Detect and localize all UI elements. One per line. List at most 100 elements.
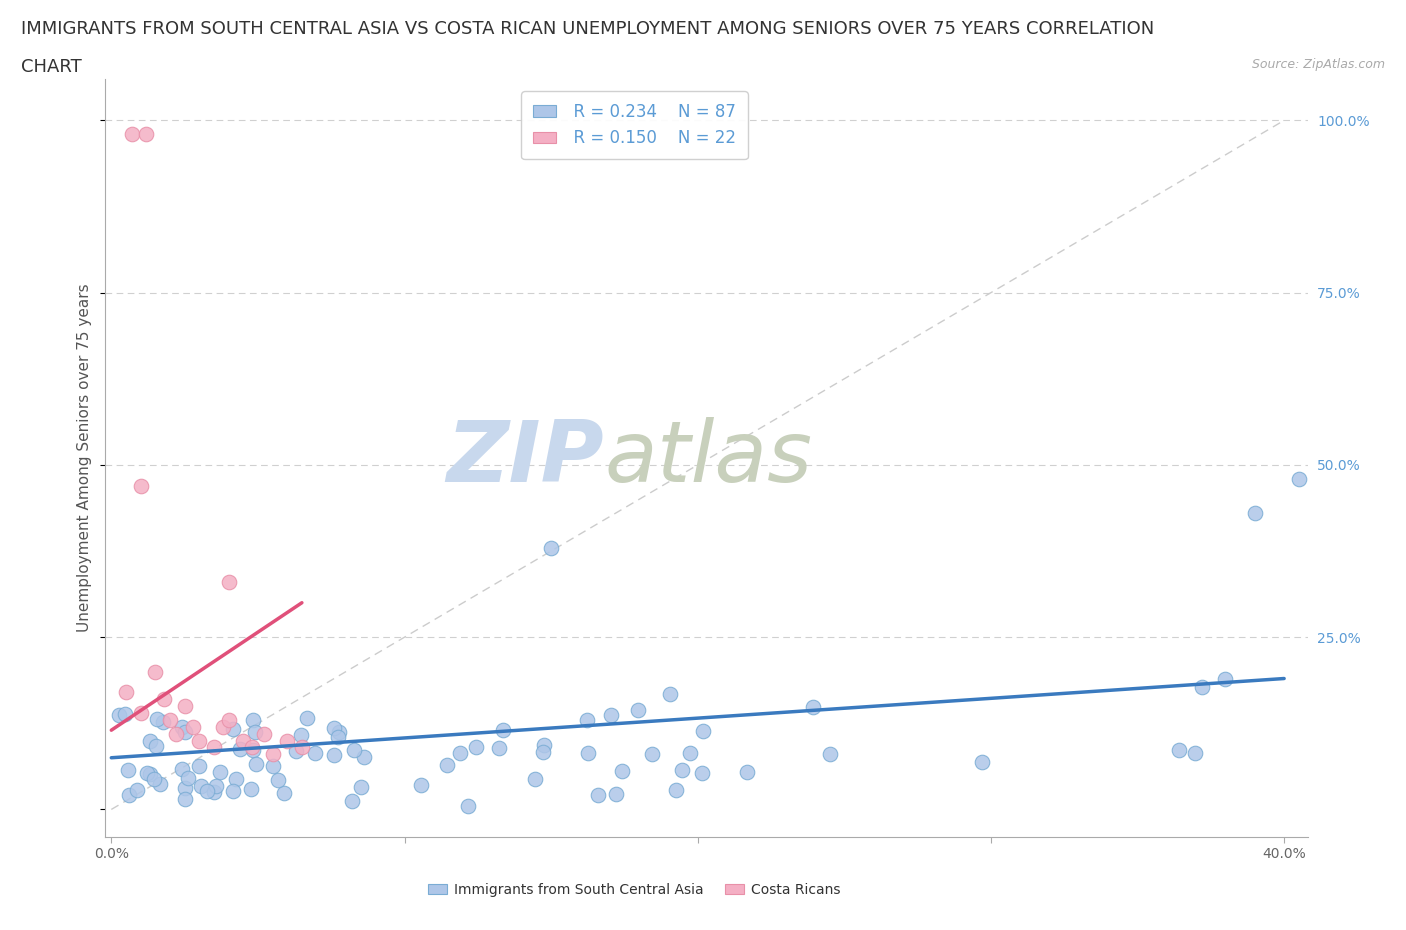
Point bbox=[232, 733, 254, 748]
Point bbox=[323, 748, 346, 763]
Point bbox=[531, 745, 554, 760]
Point bbox=[658, 686, 681, 701]
Point bbox=[222, 722, 245, 737]
Point bbox=[173, 698, 195, 713]
Point bbox=[145, 738, 167, 753]
Point bbox=[229, 741, 252, 756]
Point bbox=[205, 778, 228, 793]
Point bbox=[679, 746, 702, 761]
Point bbox=[690, 765, 713, 780]
Point bbox=[326, 730, 349, 745]
Point bbox=[970, 754, 993, 769]
Point bbox=[820, 746, 842, 761]
Point bbox=[142, 772, 165, 787]
Point bbox=[291, 740, 314, 755]
Point bbox=[225, 772, 247, 787]
Point bbox=[671, 763, 693, 777]
Point bbox=[488, 740, 510, 755]
Point bbox=[353, 749, 375, 764]
Point bbox=[125, 782, 148, 797]
Point bbox=[343, 742, 366, 757]
Point bbox=[240, 782, 263, 797]
Point bbox=[145, 712, 167, 727]
Point bbox=[350, 779, 373, 794]
Point bbox=[328, 724, 350, 739]
Point bbox=[183, 719, 205, 734]
Text: ZIP: ZIP bbox=[447, 417, 605, 499]
Point bbox=[202, 740, 225, 755]
Point bbox=[188, 759, 211, 774]
Point bbox=[436, 757, 458, 772]
Point bbox=[1167, 742, 1189, 757]
Point bbox=[640, 746, 662, 761]
Point bbox=[242, 743, 264, 758]
Point bbox=[276, 733, 298, 748]
Point bbox=[190, 778, 212, 793]
Y-axis label: Unemployment Among Seniors over 75 years: Unemployment Among Seniors over 75 years bbox=[77, 284, 93, 632]
Point bbox=[524, 772, 547, 787]
Point bbox=[139, 767, 162, 782]
Point bbox=[195, 784, 218, 799]
Point bbox=[135, 765, 157, 780]
Point bbox=[342, 793, 364, 808]
Point bbox=[576, 746, 599, 761]
Point bbox=[1191, 679, 1213, 694]
Point bbox=[135, 126, 157, 141]
Point bbox=[245, 756, 267, 771]
Point bbox=[290, 728, 312, 743]
Point bbox=[1215, 671, 1237, 686]
Point bbox=[665, 782, 688, 797]
Point bbox=[149, 777, 172, 791]
Point bbox=[409, 777, 432, 792]
Point bbox=[242, 713, 264, 728]
Point bbox=[143, 664, 166, 679]
Point bbox=[605, 787, 627, 802]
Point bbox=[108, 708, 131, 723]
Point bbox=[202, 785, 225, 800]
Point bbox=[627, 702, 650, 717]
Point bbox=[208, 765, 231, 780]
Point bbox=[240, 740, 263, 755]
Point bbox=[457, 798, 479, 813]
Point bbox=[262, 759, 284, 774]
Point bbox=[170, 762, 193, 777]
Point bbox=[449, 746, 471, 761]
Point bbox=[115, 684, 138, 699]
Legend: Immigrants from South Central Asia, Costa Ricans: Immigrants from South Central Asia, Cost… bbox=[422, 877, 846, 902]
Point bbox=[243, 724, 266, 739]
Point bbox=[1184, 746, 1206, 761]
Text: Source: ZipAtlas.com: Source: ZipAtlas.com bbox=[1251, 58, 1385, 71]
Point bbox=[586, 788, 609, 803]
Point bbox=[218, 712, 240, 727]
Point bbox=[465, 740, 488, 755]
Point bbox=[177, 771, 200, 786]
Point bbox=[273, 785, 295, 800]
Point bbox=[1288, 472, 1310, 486]
Point bbox=[159, 712, 181, 727]
Point bbox=[600, 708, 623, 723]
Point bbox=[153, 692, 176, 707]
Point bbox=[295, 711, 318, 725]
Point bbox=[117, 763, 139, 777]
Point bbox=[118, 788, 141, 803]
Point bbox=[253, 726, 276, 741]
Point bbox=[735, 764, 758, 779]
Point bbox=[323, 721, 346, 736]
Point bbox=[114, 707, 136, 722]
Point bbox=[121, 126, 143, 141]
Point bbox=[575, 713, 598, 728]
Point bbox=[173, 791, 195, 806]
Text: atlas: atlas bbox=[605, 417, 813, 499]
Point bbox=[267, 773, 290, 788]
Text: CHART: CHART bbox=[21, 58, 82, 75]
Point bbox=[129, 706, 152, 721]
Point bbox=[129, 478, 152, 493]
Point bbox=[262, 747, 284, 762]
Point bbox=[285, 743, 308, 758]
Point bbox=[222, 784, 245, 799]
Text: IMMIGRANTS FROM SOUTH CENTRAL ASIA VS COSTA RICAN UNEMPLOYMENT AMONG SENIORS OVE: IMMIGRANTS FROM SOUTH CENTRAL ASIA VS CO… bbox=[21, 20, 1154, 38]
Point bbox=[173, 781, 195, 796]
Point bbox=[610, 764, 633, 778]
Point bbox=[304, 745, 326, 760]
Point bbox=[692, 724, 714, 738]
